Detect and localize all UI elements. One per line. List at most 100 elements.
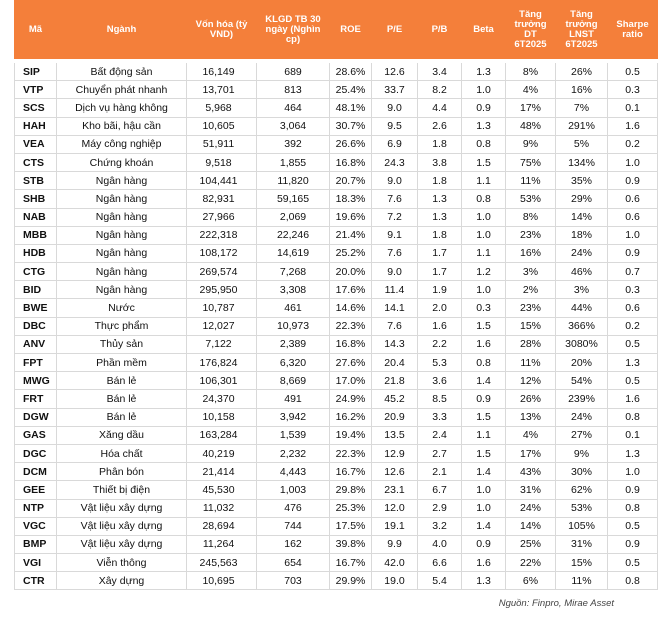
cell-roe: 48.1% — [329, 98, 372, 118]
cell-tang-truong-dt: 26% — [505, 389, 556, 409]
cell-ma: STB — [14, 171, 57, 191]
cell-sharpe: 1.6 — [607, 389, 658, 409]
cell-klgd: 2,389 — [256, 334, 330, 355]
cell-pb: 6.6 — [417, 553, 462, 573]
cell-roe: 21.4% — [329, 225, 372, 245]
header-pe: P/E — [371, 0, 418, 61]
cell-tang-truong-lnst: 30% — [555, 462, 608, 482]
cell-klgd: 491 — [256, 389, 330, 409]
table-row: MBB Ngân hàng 222,318 22,246 21.4% 9.1 1.8 1.0 2… — [14, 225, 658, 245]
cell-tang-truong-lnst: 11% — [555, 571, 608, 591]
cell-sharpe: 0.7 — [607, 262, 658, 282]
cell-beta: 1.0 — [461, 225, 506, 245]
cell-von-hoa: 16,149 — [186, 59, 257, 82]
cell-ma: BID — [14, 280, 57, 300]
cell-tang-truong-lnst: 366% — [555, 316, 608, 336]
cell-ma: VGC — [14, 516, 57, 536]
cell-klgd: 392 — [256, 134, 330, 154]
cell-ma: NAB — [14, 207, 57, 227]
cell-pb: 2.9 — [417, 498, 462, 518]
cell-tang-truong-lnst: 26% — [555, 59, 608, 82]
cell-nganh: Ngân hàng — [56, 280, 187, 300]
cell-klgd: 689 — [256, 59, 330, 82]
table-row: BMP Vật liệu xây dựng 11,264 162 39.8% 9.9 4.0… — [14, 534, 658, 555]
cell-tang-truong-dt: 17% — [505, 98, 556, 118]
cell-nganh: Chứng khoán — [56, 152, 187, 173]
cell-tang-truong-lnst: 14% — [555, 207, 608, 227]
table-row: VEA Máy công nghiệp 51,911 392 26.6% 6.9 1.8 0.… — [14, 134, 658, 154]
cell-klgd: 6,320 — [256, 352, 330, 373]
cell-sharpe: 0.2 — [607, 316, 658, 336]
cell-nganh: Vật liệu xây dựng — [56, 534, 187, 555]
cell-beta: 1.3 — [461, 116, 506, 136]
cell-pe: 14.3 — [371, 334, 418, 355]
table-header: Mã Ngành Vốn hóa (tỷ VND) KLGD TB 30 ngà… — [14, 0, 658, 61]
header-tang-truong-dt: Tăng trưởng DT 6T2025 — [505, 0, 556, 61]
cell-pb: 3.2 — [417, 516, 462, 536]
table-row: CTR Xây dựng 10,695 703 29.9% 19.0 5.4 1.3 6% 11%… — [14, 571, 658, 591]
cell-von-hoa: 10,158 — [186, 407, 257, 427]
cell-tang-truong-lnst: 239% — [555, 389, 608, 409]
cell-tang-truong-dt: 48% — [505, 116, 556, 136]
cell-roe: 17.5% — [329, 516, 372, 536]
cell-pb: 1.8 — [417, 171, 462, 191]
cell-pb: 8.2 — [417, 80, 462, 100]
cell-ma: BMP — [14, 534, 57, 555]
cell-von-hoa: 106,301 — [186, 371, 257, 391]
cell-beta: 0.8 — [461, 189, 506, 209]
cell-tang-truong-dt: 9% — [505, 134, 556, 154]
cell-tang-truong-dt: 75% — [505, 152, 556, 173]
cell-tang-truong-lnst: 24% — [555, 243, 608, 264]
cell-tang-truong-lnst: 31% — [555, 534, 608, 555]
cell-tang-truong-lnst: 29% — [555, 189, 608, 209]
cell-sharpe: 0.9 — [607, 243, 658, 264]
cell-beta: 1.0 — [461, 207, 506, 227]
cell-ma: ANV — [14, 334, 57, 355]
cell-pb: 3.6 — [417, 371, 462, 391]
cell-sharpe: 0.8 — [607, 571, 658, 591]
cell-sharpe: 0.2 — [607, 134, 658, 154]
cell-sharpe: 0.6 — [607, 298, 658, 318]
cell-beta: 0.9 — [461, 98, 506, 118]
cell-klgd: 22,246 — [256, 225, 330, 245]
cell-nganh: Ngân hàng — [56, 262, 187, 282]
cell-klgd: 813 — [256, 80, 330, 100]
cell-pb: 3.8 — [417, 152, 462, 173]
cell-ma: HAH — [14, 116, 57, 136]
cell-pb: 1.3 — [417, 207, 462, 227]
cell-von-hoa: 21,414 — [186, 462, 257, 482]
cell-von-hoa: 40,219 — [186, 443, 257, 464]
cell-tang-truong-dt: 11% — [505, 352, 556, 373]
cell-ma: BWE — [14, 298, 57, 318]
cell-tang-truong-dt: 17% — [505, 443, 556, 464]
cell-roe: 27.6% — [329, 352, 372, 373]
cell-roe: 25.2% — [329, 243, 372, 264]
cell-von-hoa: 27,966 — [186, 207, 257, 227]
cell-nganh: Phần mềm — [56, 352, 187, 373]
cell-pe: 7.6 — [371, 316, 418, 336]
header-nganh: Ngành — [56, 0, 187, 61]
cell-nganh: Bất động sản — [56, 59, 187, 82]
cell-pe: 14.1 — [371, 298, 418, 318]
cell-tang-truong-lnst: 16% — [555, 80, 608, 100]
cell-beta: 1.6 — [461, 553, 506, 573]
cell-sharpe: 1.0 — [607, 225, 658, 245]
cell-beta: 0.8 — [461, 352, 506, 373]
cell-beta: 1.3 — [461, 59, 506, 82]
cell-von-hoa: 24,370 — [186, 389, 257, 409]
cell-klgd: 3,308 — [256, 280, 330, 300]
cell-pe: 7.6 — [371, 243, 418, 264]
cell-nganh: Bán lẻ — [56, 371, 187, 391]
table-row: CTG Ngân hàng 269,574 7,268 20.0% 9.0 1.7 1.2 3%… — [14, 262, 658, 282]
cell-sharpe: 0.9 — [607, 171, 658, 191]
cell-nganh: Vật liệu xây dựng — [56, 516, 187, 536]
cell-pe: 12.9 — [371, 443, 418, 464]
cell-sharpe: 1.0 — [607, 152, 658, 173]
cell-nganh: Ngân hàng — [56, 189, 187, 209]
cell-nganh: Bán lẻ — [56, 407, 187, 427]
cell-klgd: 476 — [256, 498, 330, 518]
cell-nganh: Thủy sản — [56, 334, 187, 355]
cell-klgd: 464 — [256, 98, 330, 118]
cell-pe: 19.1 — [371, 516, 418, 536]
